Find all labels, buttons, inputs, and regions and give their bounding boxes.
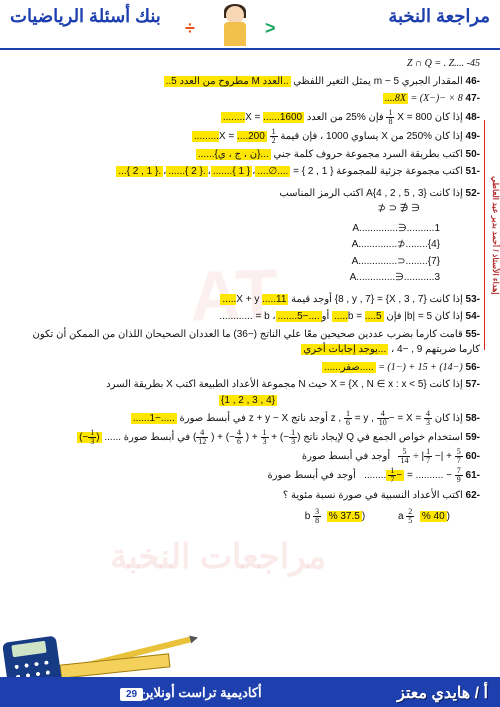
set-row-1: 1..........∈..............A [16, 221, 440, 237]
q62: -62 اكتب الأعداد النسبية في صورة نسبة مئ… [16, 488, 480, 525]
q52-symbols: ∈ ∉ ⊂ ⊄ [16, 201, 480, 217]
q57: -57 إذا كانت {5 > X , N ∈ x : x} = X حيث… [16, 377, 480, 408]
header-title-right: مراجعة النخبة [388, 6, 490, 27]
q58: -58 إذا كان 43 = z , 16 = y , 410− = X أ… [16, 410, 480, 427]
q48: -48 إذا كان 800 = X 18 فإن %25 من العدد … [16, 109, 480, 126]
header-title-left: بنك أسئلة الرياضيات [10, 6, 161, 27]
q54: -54 إذا كان 5 = |b| فإن b = ....5..... أ… [16, 309, 480, 325]
q61: -61 79 − .......... = −17........ أوجد ف… [16, 467, 480, 484]
q53: -53 إذا كانت {7 , 3 , X} = {8 , y , 7} أ… [16, 292, 480, 308]
page-number: 29 [120, 688, 143, 701]
q51: -51 اكتب مجموعة جزئية للمجموعة { 1 , 2 }… [16, 164, 480, 180]
q56: -56 (−14) + 15 + (−1) = .....صفر...... [16, 360, 480, 376]
page-header: مراجعة النخبة بنك أسئلة الرياضيات ÷ < [0, 0, 500, 52]
page-footer: أ / هايدي معتز أكاديمية تراست أونلاين 29 [0, 629, 500, 707]
side-credit-label: إهداء الأستاذ / أحمد بدير عبد العاطي [484, 120, 500, 350]
q55: -55 قامت كارما بضرب عددين صحيحين معًا عل… [16, 327, 480, 358]
set-row-4: 3...........∈..............A [16, 270, 440, 286]
set-membership-list: 1..........∈..............A {4}........⊄… [16, 221, 480, 286]
divide-icon: ÷ [185, 18, 195, 39]
header-rule [0, 48, 500, 50]
q60: -60 57 + |− 17| ÷ 514 أوجد في أبسط صورة [16, 448, 480, 465]
set-row-2: {4}........⊄..............A [16, 237, 440, 253]
line-45: Z ∩ Q = . Z.... -45 [16, 56, 480, 72]
q47: -47 8 × −(−X) = 8X.... [16, 91, 480, 107]
author-name: أ / هايدي معتز [397, 683, 488, 703]
q50: -50 اكتب بطريقة السرد مجموعة حروف كلمة ج… [16, 147, 480, 163]
set-row-3: {7}........⊂..............A [16, 254, 440, 270]
q46: -46 المقدار الجبري m − 5 يمثل التغير الل… [16, 74, 480, 90]
lt-icon: < [265, 18, 276, 39]
student-cartoon-icon [205, 2, 265, 50]
q59: -59 استخدام خواص الجمع في Q لإيجاد ناتج … [16, 429, 480, 446]
academy-name: أكاديمية تراست أونلاين [140, 685, 262, 701]
q52: -52 إذا كانت {3 , 5 , 2 , 4}A اكتب الرمز… [16, 186, 480, 217]
q49: -49 إذا كان %250 من X يساوي 1000 ، فإن ق… [16, 128, 480, 145]
questions-content: Z ∩ Q = . Z.... -45 -46 المقدار الجبري m… [16, 56, 480, 627]
